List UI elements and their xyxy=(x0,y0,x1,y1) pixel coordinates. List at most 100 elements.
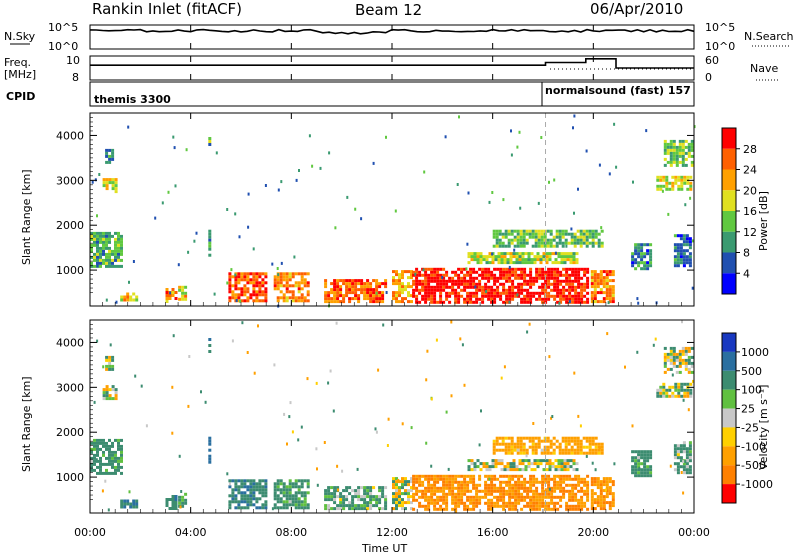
vel-cell xyxy=(550,489,554,493)
vel-cell xyxy=(669,349,673,353)
vel-cell xyxy=(659,385,663,389)
power-cell xyxy=(234,278,238,282)
power-cell xyxy=(174,297,178,300)
power-cell xyxy=(682,237,686,241)
power-cell xyxy=(108,249,111,253)
power-scatter-cell xyxy=(293,255,296,259)
vel-cell xyxy=(249,497,253,501)
power-cell xyxy=(577,285,581,289)
power-cell xyxy=(418,282,422,286)
vel-cell xyxy=(507,445,511,449)
power-cell xyxy=(412,288,416,292)
power-cell xyxy=(679,252,683,256)
power-cell xyxy=(643,264,647,268)
vel-cell xyxy=(529,483,533,487)
vel-cell xyxy=(523,477,527,481)
vel-cell xyxy=(574,495,578,499)
power-cell xyxy=(585,244,589,248)
vel-cell xyxy=(673,462,677,466)
power-cell xyxy=(557,252,561,256)
vel-cell xyxy=(605,477,609,481)
vel-scatter-cell xyxy=(95,458,98,462)
vel-cell xyxy=(401,486,404,490)
power-cell xyxy=(285,299,289,303)
power-cell xyxy=(395,300,398,304)
power-cell xyxy=(688,252,692,256)
vel-cell xyxy=(454,477,458,481)
vel-cell xyxy=(120,499,124,503)
vel-y-tick-label: 2000 xyxy=(56,426,84,439)
power-cell xyxy=(369,288,373,292)
power-cell xyxy=(451,288,455,292)
vel-cell xyxy=(427,486,431,490)
vel-cell xyxy=(291,485,295,489)
vel-cell xyxy=(640,474,644,478)
vel-cell xyxy=(90,465,93,469)
vel-cell xyxy=(643,453,647,457)
power-echo-region xyxy=(273,272,310,303)
power-cell xyxy=(565,288,569,292)
vel-cell xyxy=(520,507,524,511)
vel-cell xyxy=(571,477,575,481)
vel-cell xyxy=(570,448,574,452)
power-cell xyxy=(541,273,545,277)
power-cell xyxy=(493,294,497,298)
vel-cell xyxy=(208,338,212,341)
power-cell xyxy=(276,287,280,291)
vel-cell xyxy=(507,442,511,446)
power-cell xyxy=(105,154,109,158)
power-cell xyxy=(407,270,410,274)
power-cell xyxy=(558,241,562,245)
power-cell xyxy=(466,282,470,286)
vel-scatter-cell xyxy=(430,397,433,401)
vel-cell xyxy=(105,364,109,368)
vel-scatter-cell xyxy=(624,365,626,369)
vel-cell xyxy=(237,506,241,510)
power-cell xyxy=(181,288,185,292)
vel-cell xyxy=(433,474,437,478)
vel-cell xyxy=(445,486,449,490)
power-cell xyxy=(427,276,431,280)
power-cell xyxy=(439,273,443,277)
power-cell xyxy=(433,276,437,280)
power-cell xyxy=(108,246,111,250)
power-cell xyxy=(291,290,295,294)
vel-cell xyxy=(111,385,115,389)
power-cell xyxy=(523,267,527,271)
power-cells xyxy=(90,113,696,308)
power-cell xyxy=(634,258,638,262)
power-cell xyxy=(574,297,578,301)
power-cell xyxy=(675,148,679,152)
vel-cell xyxy=(472,474,476,478)
vel-cell xyxy=(678,364,682,368)
vel-cell xyxy=(505,501,509,505)
vel-cell xyxy=(539,459,543,463)
power-cell xyxy=(463,288,467,292)
power-cell xyxy=(472,267,476,271)
vel-cell xyxy=(538,495,542,499)
vel-cell xyxy=(608,489,612,493)
power-cell xyxy=(528,229,532,233)
power-cell xyxy=(551,261,555,265)
power-cell xyxy=(427,282,431,286)
vel-cell xyxy=(493,489,497,493)
vel-cell xyxy=(521,459,525,463)
power-cell xyxy=(541,300,545,304)
power-cell xyxy=(574,267,578,271)
vel-cell xyxy=(330,486,334,490)
power-cell xyxy=(537,238,541,242)
power-cell xyxy=(436,300,440,304)
power-cell xyxy=(550,288,554,292)
vel-cell xyxy=(93,462,96,466)
vel-cell xyxy=(537,436,541,440)
power-cell xyxy=(369,297,373,301)
power-cell xyxy=(165,300,169,303)
power-cell xyxy=(558,232,562,236)
power-cell xyxy=(677,178,681,182)
vel-cell xyxy=(534,448,538,452)
vel-scatter-cell xyxy=(425,378,428,382)
vel-cell xyxy=(439,504,443,508)
power-cell xyxy=(498,229,502,233)
power-cell xyxy=(360,282,364,286)
power-cell xyxy=(96,255,99,259)
